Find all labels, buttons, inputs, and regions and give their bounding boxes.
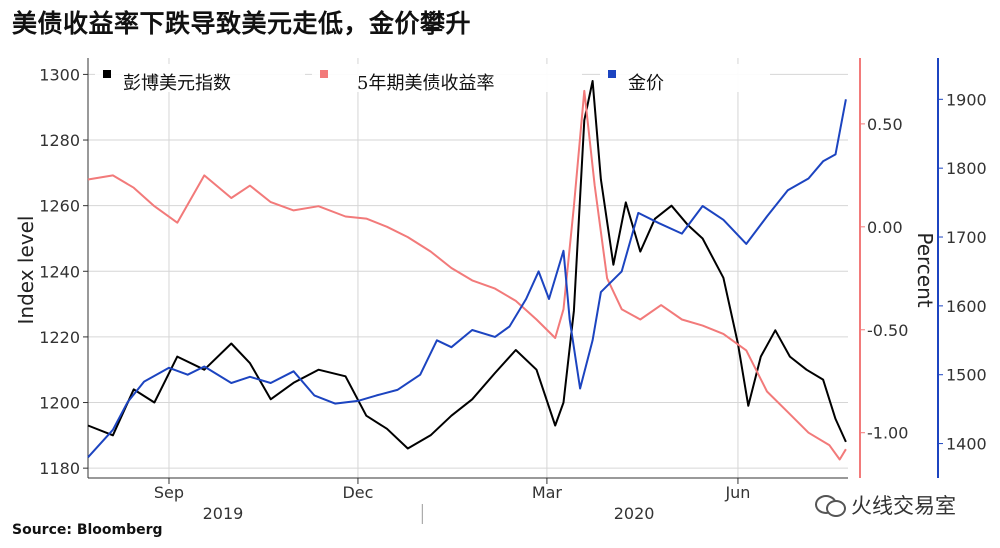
source-note: Source: Bloomberg: [12, 522, 163, 538]
y-right2-tick-label: 1600: [946, 297, 987, 316]
x-year-label: 2020: [614, 504, 655, 523]
y-left-tick-label: 1200: [39, 394, 80, 413]
legend-swatch: [608, 70, 616, 78]
y-left-tick-label: 1300: [39, 65, 80, 84]
x-tick-label: Sep: [154, 483, 184, 502]
y-right2-tick-label: 1900: [946, 90, 987, 109]
gridlines: [88, 58, 848, 478]
y-left-tick-label: 1280: [39, 131, 80, 150]
y-right2-tick-label: 1500: [946, 366, 987, 385]
y-right1-tick-label: 0.50: [867, 115, 903, 134]
y-left-tick-label: 1180: [39, 459, 80, 478]
axis-labels: 1180 1200 1220 1240 1260 1280 1300 0.50 0.00 -0.5…: [14, 65, 987, 523]
y-right2-tick-label: 1400: [946, 435, 987, 454]
y-right1-tick-label: -0.50: [867, 321, 908, 340]
legend-label: 金价: [628, 73, 664, 94]
y-right-axis-title: Percent: [913, 232, 937, 307]
legend: 彭博美元指数 5年期美债收益率 金价: [95, 64, 770, 94]
axes: [83, 58, 943, 524]
y-right1-tick-label: 0.00: [867, 218, 903, 237]
chart-title: 美债收益率下跌导致美元走低，金价攀升: [12, 9, 472, 38]
watermark: 火线交易室: [815, 490, 956, 520]
wechat-icon: [815, 493, 846, 517]
legend-box: [95, 64, 305, 92]
series-line-1: [87, 80, 847, 450]
legend-box: [600, 64, 770, 92]
legend-swatch: [320, 70, 328, 78]
legend-label: 彭博美元指数: [123, 73, 231, 94]
x-tick-label: Jun: [724, 483, 750, 502]
y-left-tick-label: 1260: [39, 197, 80, 216]
legend-swatch: [103, 70, 111, 78]
y-left-axis-title: Index level: [14, 216, 38, 325]
x-tick-label: Mar: [532, 483, 563, 502]
y-right2-tick-label: 1700: [946, 228, 987, 247]
watermark-text: 火线交易室: [851, 494, 956, 518]
x-year-label: 2019: [203, 504, 244, 523]
series-line-2: [87, 89, 847, 461]
y-left-tick-label: 1220: [39, 328, 80, 347]
series-lines: [87, 80, 847, 461]
x-tick-label: Dec: [342, 483, 373, 502]
legend-label: 5年期美债收益率: [357, 73, 494, 94]
y-right1-tick-label: -1.00: [867, 424, 908, 443]
legend-box: [312, 64, 582, 92]
y-left-tick-label: 1240: [39, 262, 80, 281]
y-right2-tick-label: 1800: [946, 159, 987, 178]
series-line-3: [87, 99, 847, 458]
